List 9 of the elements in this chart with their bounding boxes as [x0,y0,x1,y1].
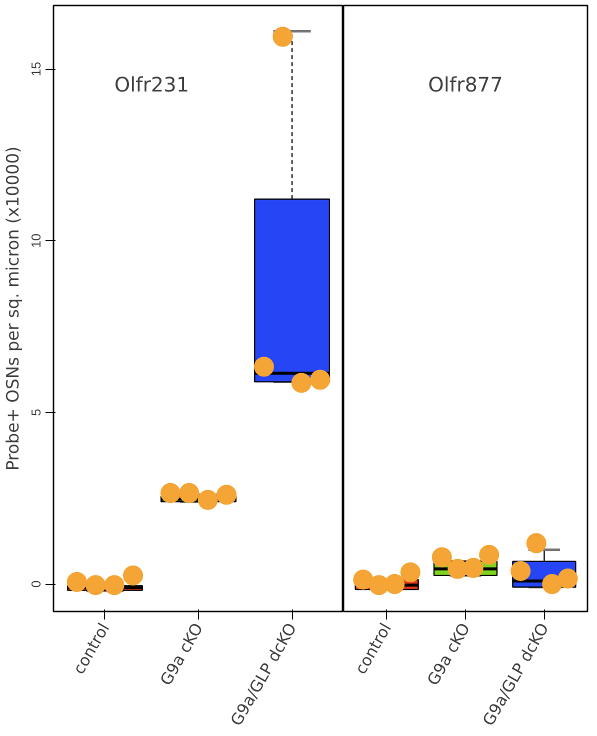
text: Olfr877 [428,72,503,96]
y-tick-label: 0 [28,580,44,588]
y-tick-label: 5 [28,408,44,416]
y-axis-title: Probe+ OSNs per sq. micron (x10000) [4,146,24,471]
y-tick-label: 10 [28,233,44,248]
text: Olfr231 [114,72,190,96]
x-tick-label: G9a cKO [423,620,474,689]
x-tick-label: G9a cKO [156,620,207,689]
y-tick-label: 15 [28,62,44,76]
